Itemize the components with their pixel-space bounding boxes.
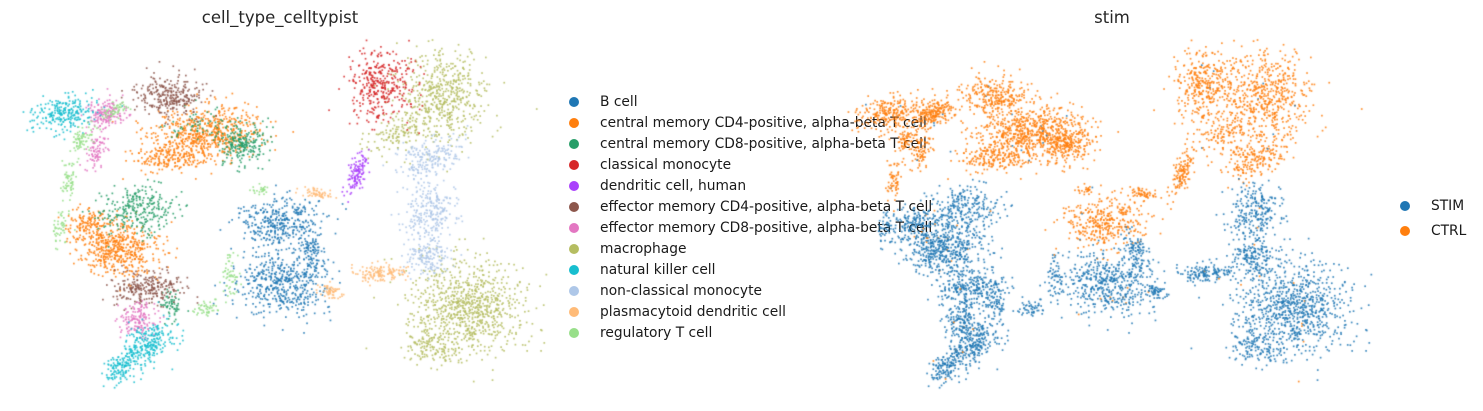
legend-label: regulatory T cell xyxy=(600,324,713,341)
legend-label: B cell xyxy=(600,93,638,110)
legend-item: macrophage xyxy=(569,238,932,259)
legend-item: effector memory CD4-positive, alpha-beta… xyxy=(569,196,932,217)
legend-item: central memory CD4-positive, alpha-beta … xyxy=(569,112,932,133)
legend-label: dendritic cell, human xyxy=(600,177,747,194)
legend-label: classical monocyte xyxy=(600,156,732,173)
stim-legend: STIM CTRL xyxy=(1400,193,1466,243)
legend-color-dot xyxy=(1400,225,1410,236)
legend-label: plasmacytoid dendritic cell xyxy=(600,303,786,320)
panel-title-stim: stim xyxy=(1094,8,1130,27)
legend-item: classical monocyte xyxy=(569,154,932,175)
legend-label: non-classical monocyte xyxy=(600,282,762,299)
legend-item: regulatory T cell xyxy=(569,322,932,343)
legend-item: STIM xyxy=(1400,193,1466,218)
legend-item: plasmacytoid dendritic cell xyxy=(569,301,932,322)
legend-color-dot xyxy=(569,138,579,149)
panel-title-celltype: cell_type_celltypist xyxy=(201,8,359,27)
legend-item: dendritic cell, human xyxy=(569,175,932,196)
legend-label: central memory CD8-positive, alpha-beta … xyxy=(600,135,927,152)
legend-item: non-classical monocyte xyxy=(569,280,932,301)
legend-label: STIM xyxy=(1431,197,1465,214)
legend-color-dot xyxy=(1400,200,1410,211)
legend-item: CTRL xyxy=(1400,218,1466,243)
legend-color-dot xyxy=(569,159,579,170)
legend-color-dot xyxy=(569,285,579,296)
legend-color-dot xyxy=(569,243,579,254)
legend-item: natural killer cell xyxy=(569,259,932,280)
legend-color-dot xyxy=(569,201,579,212)
legend-color-dot xyxy=(569,180,579,191)
legend-label: natural killer cell xyxy=(600,261,716,278)
legend-color-dot xyxy=(569,306,579,317)
legend-item: central memory CD8-positive, alpha-beta … xyxy=(569,133,932,154)
legend-label: CTRL xyxy=(1431,222,1467,239)
legend-item: B cell xyxy=(569,91,932,112)
legend-label: effector memory CD8-positive, alpha-beta… xyxy=(600,219,933,236)
legend-color-dot xyxy=(569,117,579,128)
legend-label: central memory CD4-positive, alpha-beta … xyxy=(600,114,927,131)
celltype-legend: B cell central memory CD4-positive, alph… xyxy=(569,91,932,343)
legend-color-dot xyxy=(569,327,579,338)
legend-color-dot xyxy=(569,96,579,107)
legend-item: effector memory CD8-positive, alpha-beta… xyxy=(569,217,932,238)
legend-color-dot xyxy=(569,264,579,275)
legend-label: effector memory CD4-positive, alpha-beta… xyxy=(600,198,933,215)
legend-color-dot xyxy=(569,222,579,233)
legend-label: macrophage xyxy=(600,240,687,257)
